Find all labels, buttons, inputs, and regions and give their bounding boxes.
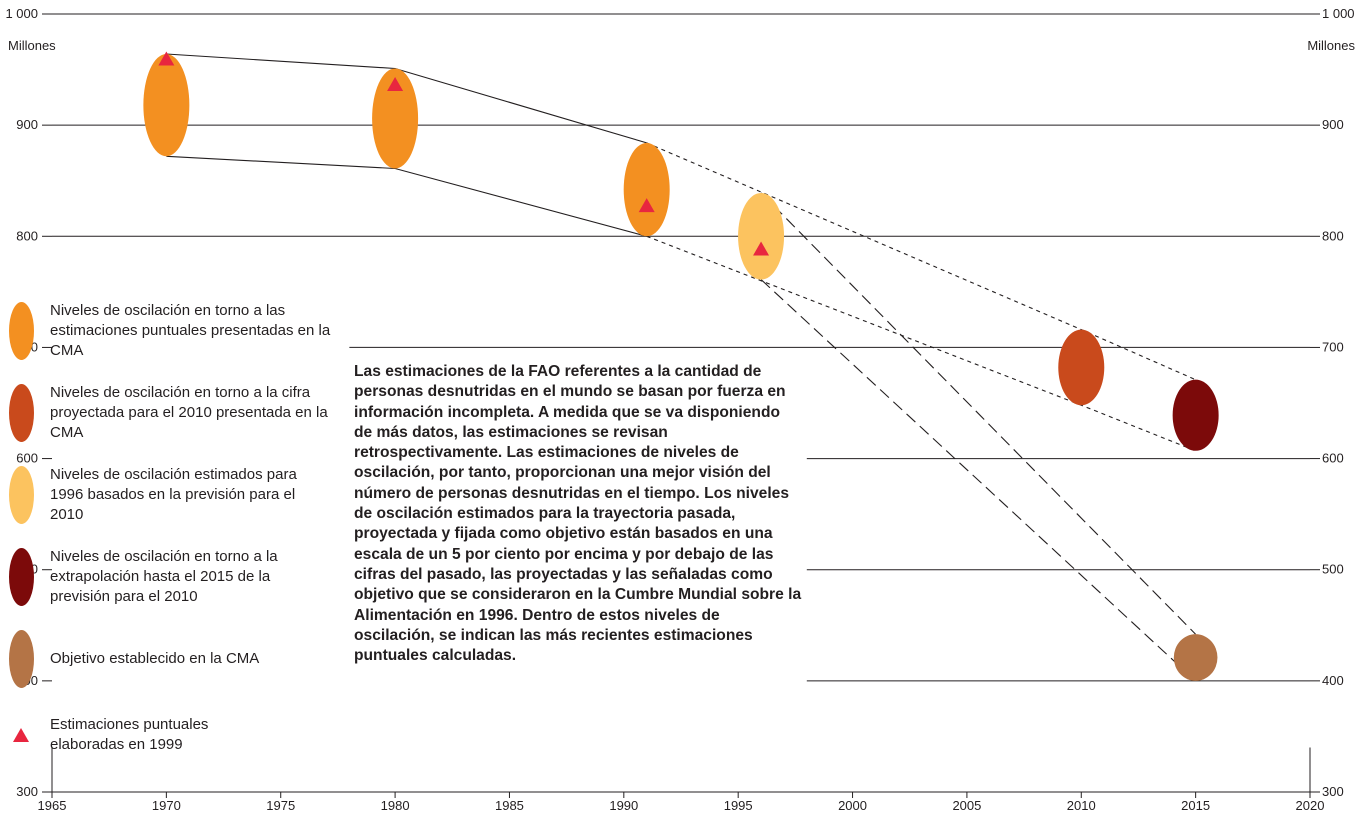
legend-swatch-cma-estimates [8,302,34,360]
legend-swatch-extrapolation-2015 [8,548,34,606]
legend-label-point-estimate: Estimaciones puntuales elaboradas en 199… [50,716,209,753]
point-estimate-triangle-1970 [158,51,175,66]
y-tick-label-right-500: 500 [1322,562,1344,577]
y-tick-label-left-1000: 1 000 [5,6,38,21]
legend-item-estimated-1996: Niveles de oscilación estimados para 199… [8,464,332,526]
gridlines [52,13,1310,682]
range-ellipse-cma_estimates-1991 [623,142,670,237]
y-tick-label-right-800: 800 [1322,228,1344,243]
point-estimate-triangle-1980 [387,77,404,92]
trajectory-line-dashed-5 [760,279,1196,682]
y-axis-unit-left: Millones [8,38,56,53]
annotation-note: Las estimaciones de la FAO referentes a … [354,363,802,665]
legend-item-point-estimate: Estimaciones puntuales elaboradas en 199… [8,704,250,766]
point-estimate-triangle-1996 [753,241,770,256]
triangle-marker-icon [13,728,29,742]
legend-item-cma-target: Objetivo establecido en la CMA [8,628,332,690]
legend-swatch-cma-target [8,630,34,688]
trajectory-line-solid-1 [166,155,647,237]
legend-item-extrapolation-2015: Niveles de oscilación en torno a la extr… [8,546,332,608]
legend-swatch-estimated-1996 [8,466,34,524]
x-tick-label-1975: 1975 [266,798,295,813]
x-tick-label-2000: 2000 [838,798,867,813]
range-ellipse-estimated_1996-1996 [738,192,785,280]
y-tick-label-right-700: 700 [1322,339,1344,354]
x-tick-label-1965: 1965 [38,798,67,813]
y-tick-label-left-300: 300 [16,784,38,799]
legend-item-cma-projection-2010: Niveles de oscilación en torno a la cifr… [8,382,332,444]
x-tick-label-2005: 2005 [952,798,981,813]
legend-label-cma-target: Objetivo establecido en la CMA [50,650,260,667]
y-tick-label-right-1000: 1 000 [1322,6,1355,21]
y-tick-label-left-800: 800 [16,228,38,243]
point-estimate-triangle-1991 [638,198,655,213]
x-tick-label-1970: 1970 [152,798,181,813]
x-tick-label-1980: 1980 [381,798,410,813]
legend-swatch-cma-projection-2010 [8,384,34,442]
range-ellipses [143,54,1219,681]
range-ellipse-extrapolation_2015-2015 [1172,379,1219,451]
y-tick-label-right-300: 300 [1322,784,1344,799]
x-tick-label-2010: 2010 [1067,798,1096,813]
x-tick-label-1990: 1990 [609,798,638,813]
y-tick-label-right-900: 900 [1322,117,1344,132]
x-tick-label-1995: 1995 [724,798,753,813]
range-ellipse-cma_target-2015 [1173,634,1218,681]
legend-label-estimated-1996: Niveles de oscilación estimados para 199… [50,466,297,523]
range-ellipse-cma_estimates-1980 [372,68,419,169]
legend-label-extrapolation-2015: Niveles de oscilación en torno a la extr… [50,548,278,605]
y-tick-label-right-400: 400 [1322,673,1344,688]
range-ellipse-cma_estimates-1970 [143,54,190,157]
x-tick-label-1985: 1985 [495,798,524,813]
x-tick-label-2020: 2020 [1296,798,1325,813]
y-axis-unit-right: Millones [1307,38,1355,53]
legend-label-cma-estimates: Niveles de oscilación en torno a las est… [50,302,331,359]
x-tick-label-2015: 2015 [1181,798,1210,813]
y-tick-label-left-900: 900 [16,117,38,132]
legend-label-cma-projection-2010: Niveles de oscilación en torno a la cifr… [50,384,328,441]
trajectory-line-dashed-4 [760,192,1196,635]
y-tick-label-right-600: 600 [1322,451,1344,466]
trajectory-line-dotted-2 [646,142,1196,381]
range-ellipse-cma_projection_2010-2010 [1058,329,1105,406]
y-tick-label-left-600: 600 [16,451,38,466]
legend-item-cma-estimates: Niveles de oscilación en torno a las est… [8,300,332,362]
point-estimates [158,51,770,256]
